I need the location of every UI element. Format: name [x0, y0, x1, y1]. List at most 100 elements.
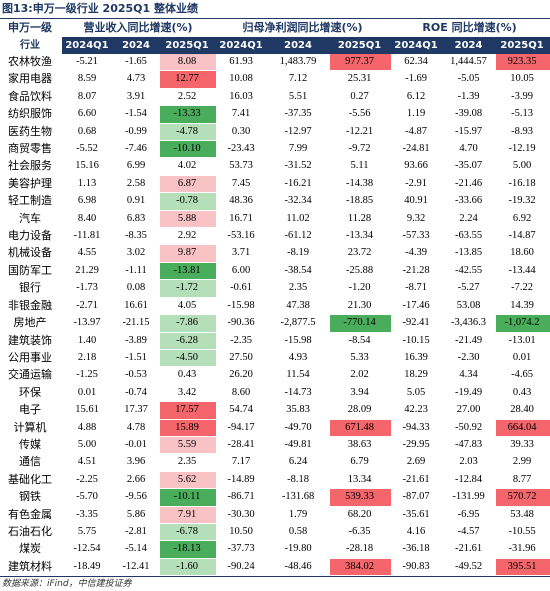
value-cell: 4.88 — [62, 419, 114, 437]
value-cell: 0.01 — [496, 349, 550, 368]
value-cell: 0.91 — [114, 192, 160, 211]
value-cell: 3.94 — [330, 384, 392, 403]
value-cell: -4.57 — [443, 523, 497, 542]
value-cell: -49.52 — [443, 558, 497, 577]
value-cell: 8.08 — [160, 54, 217, 72]
value-cell: -12.21 — [330, 123, 392, 142]
value-cell: -5.27 — [443, 279, 497, 298]
value-cell: -18.85 — [330, 192, 392, 211]
value-cell: -2.35 — [216, 332, 269, 350]
value-cell: -8.93 — [496, 123, 550, 142]
value-cell: -21.15 — [114, 314, 160, 333]
value-cell: -12.54 — [62, 540, 114, 559]
table-row: 社会服务 15.16 6.99 4.02 53.73 -31.52 5.11 93.66 -35… — [0, 157, 550, 176]
value-cell: 5.75 — [62, 523, 114, 542]
value-cell: 1.19 — [391, 105, 444, 124]
value-cell: -19.32 — [496, 192, 550, 211]
value-cell: -16.21 — [268, 175, 331, 194]
value-cell: 4.51 — [62, 453, 114, 472]
value-cell: 1,483.79 — [268, 54, 331, 72]
value-cell: 977.37 — [330, 54, 392, 72]
value-cell: 5.51 — [268, 88, 331, 107]
period-header: 2025Q1 — [160, 37, 217, 54]
industry-cell: 环保 — [0, 384, 62, 403]
table-row: 食品饮料 8.07 3.91 2.52 16.03 5.51 0.27 6.12 -1.39 -3… — [0, 88, 550, 107]
industry-header-top: 申万一级 — [0, 19, 62, 37]
value-cell: 40.91 — [391, 192, 444, 211]
value-cell: 5.00 — [62, 436, 114, 455]
table-row: 通信 4.51 3.96 2.35 7.17 6.24 6.79 2.69 2.03 2.99 — [0, 453, 550, 472]
value-cell: -31.96 — [496, 540, 550, 559]
table-row: 汽车 8.40 6.83 5.88 16.71 11.02 11.28 9.32 2.24 6.9… — [0, 210, 550, 229]
value-cell: -53.16 — [216, 227, 269, 246]
value-cell: 1.13 — [62, 175, 114, 194]
value-cell: -13.34 — [330, 227, 392, 246]
value-cell: -39.08 — [443, 105, 497, 124]
value-cell: 9.32 — [391, 210, 444, 229]
table-row: 非银金融 -2.71 16.61 4.05 -15.98 47.38 21.30 -17.46… — [0, 297, 550, 316]
value-cell: 5.05 — [391, 384, 444, 403]
value-cell: -90.24 — [216, 558, 269, 577]
value-cell: 16.03 — [216, 88, 269, 107]
value-cell: 2.52 — [160, 88, 217, 107]
industry-cell: 美容护理 — [0, 175, 62, 194]
value-cell: -12.19 — [496, 140, 550, 159]
table-row: 传媒 5.00 -0.01 5.59 -28.41 -49.81 38.63 -29.95 -4… — [0, 436, 550, 455]
value-cell: -0.53 — [114, 366, 160, 385]
value-cell: 8.77 — [496, 471, 550, 490]
value-cell: -61.12 — [268, 227, 331, 246]
industry-cell: 建筑装饰 — [0, 332, 62, 350]
value-cell: 17.57 — [160, 401, 217, 420]
value-cell: -4.65 — [496, 366, 550, 385]
group-header-revenue: 营业收入同比增速(%) — [62, 19, 217, 37]
value-cell: -5.14 — [114, 540, 160, 559]
value-cell: 5.62 — [160, 471, 217, 490]
table-row: 石油石化 5.75 -2.81 -6.78 10.50 0.58 -6.35 4.16 -4.5… — [0, 523, 550, 542]
group-header-net-profit: 归母净利润同比增速(%) — [216, 19, 392, 37]
value-cell: 1.40 — [62, 332, 114, 350]
value-cell: -21.46 — [443, 175, 497, 194]
value-cell: -6.95 — [443, 506, 497, 524]
value-cell: 4.34 — [443, 366, 497, 385]
value-cell: -2.81 — [114, 523, 160, 542]
value-cell: -0.61 — [216, 279, 269, 298]
value-cell: -7.22 — [496, 279, 550, 298]
value-cell: -25.88 — [330, 262, 392, 281]
value-cell: 3.42 — [160, 384, 217, 403]
value-cell: 48.36 — [216, 192, 269, 211]
value-cell: 1.79 — [268, 506, 331, 524]
value-cell: -18.49 — [62, 558, 114, 577]
period-header: 2024 — [443, 37, 497, 54]
value-cell: 2.69 — [391, 453, 444, 472]
value-cell: 923.35 — [496, 54, 550, 72]
value-cell: 3.02 — [114, 244, 160, 263]
value-cell: -33.66 — [443, 192, 497, 211]
value-cell: -13.85 — [443, 244, 497, 263]
industry-header-bottom: 行业 — [0, 37, 62, 54]
value-cell: 27.00 — [443, 401, 497, 420]
value-cell: 17.37 — [114, 401, 160, 420]
value-cell: -3.99 — [496, 88, 550, 107]
industry-cell: 石油石化 — [0, 523, 62, 542]
value-cell: 26.20 — [216, 366, 269, 385]
value-cell: 54.74 — [216, 401, 269, 420]
value-cell: 7.12 — [268, 70, 331, 89]
value-cell: -14.89 — [216, 471, 269, 490]
value-cell: -28.41 — [216, 436, 269, 455]
industry-cell: 计算机 — [0, 419, 62, 437]
table-row: 纺织服饰 6.60 -1.54 -13.33 7.41 -37.35 -5.56 1.19 -3… — [0, 105, 550, 124]
value-cell: 21.29 — [62, 262, 114, 281]
value-cell: -5.70 — [62, 488, 114, 507]
value-cell: -32.34 — [268, 192, 331, 211]
value-cell: 5.88 — [160, 210, 217, 229]
value-cell: 27.50 — [216, 349, 269, 368]
table-row: 轻工制造 6.98 0.91 -0.78 48.36 -32.34 -18.85 40.91-… — [0, 192, 550, 211]
table-row: 家用电器 8.59 4.73 12.77 10.08 7.12 25.31 -1.69 -5.0… — [0, 70, 550, 89]
header-period-row: 行业 2024Q1 2024 2025Q1 2024Q1 2024 2025Q1… — [0, 37, 550, 54]
table-row: 银行 -1.73 0.08 -1.72 -0.61 2.35 -1.20 -8.71 -5.27… — [0, 279, 550, 298]
value-cell: 539.33 — [330, 488, 392, 507]
value-cell: -4.39 — [391, 244, 444, 263]
value-cell: -7.46 — [114, 140, 160, 159]
value-cell: 570.72 — [496, 488, 550, 507]
value-cell: -15.97 — [443, 123, 497, 142]
